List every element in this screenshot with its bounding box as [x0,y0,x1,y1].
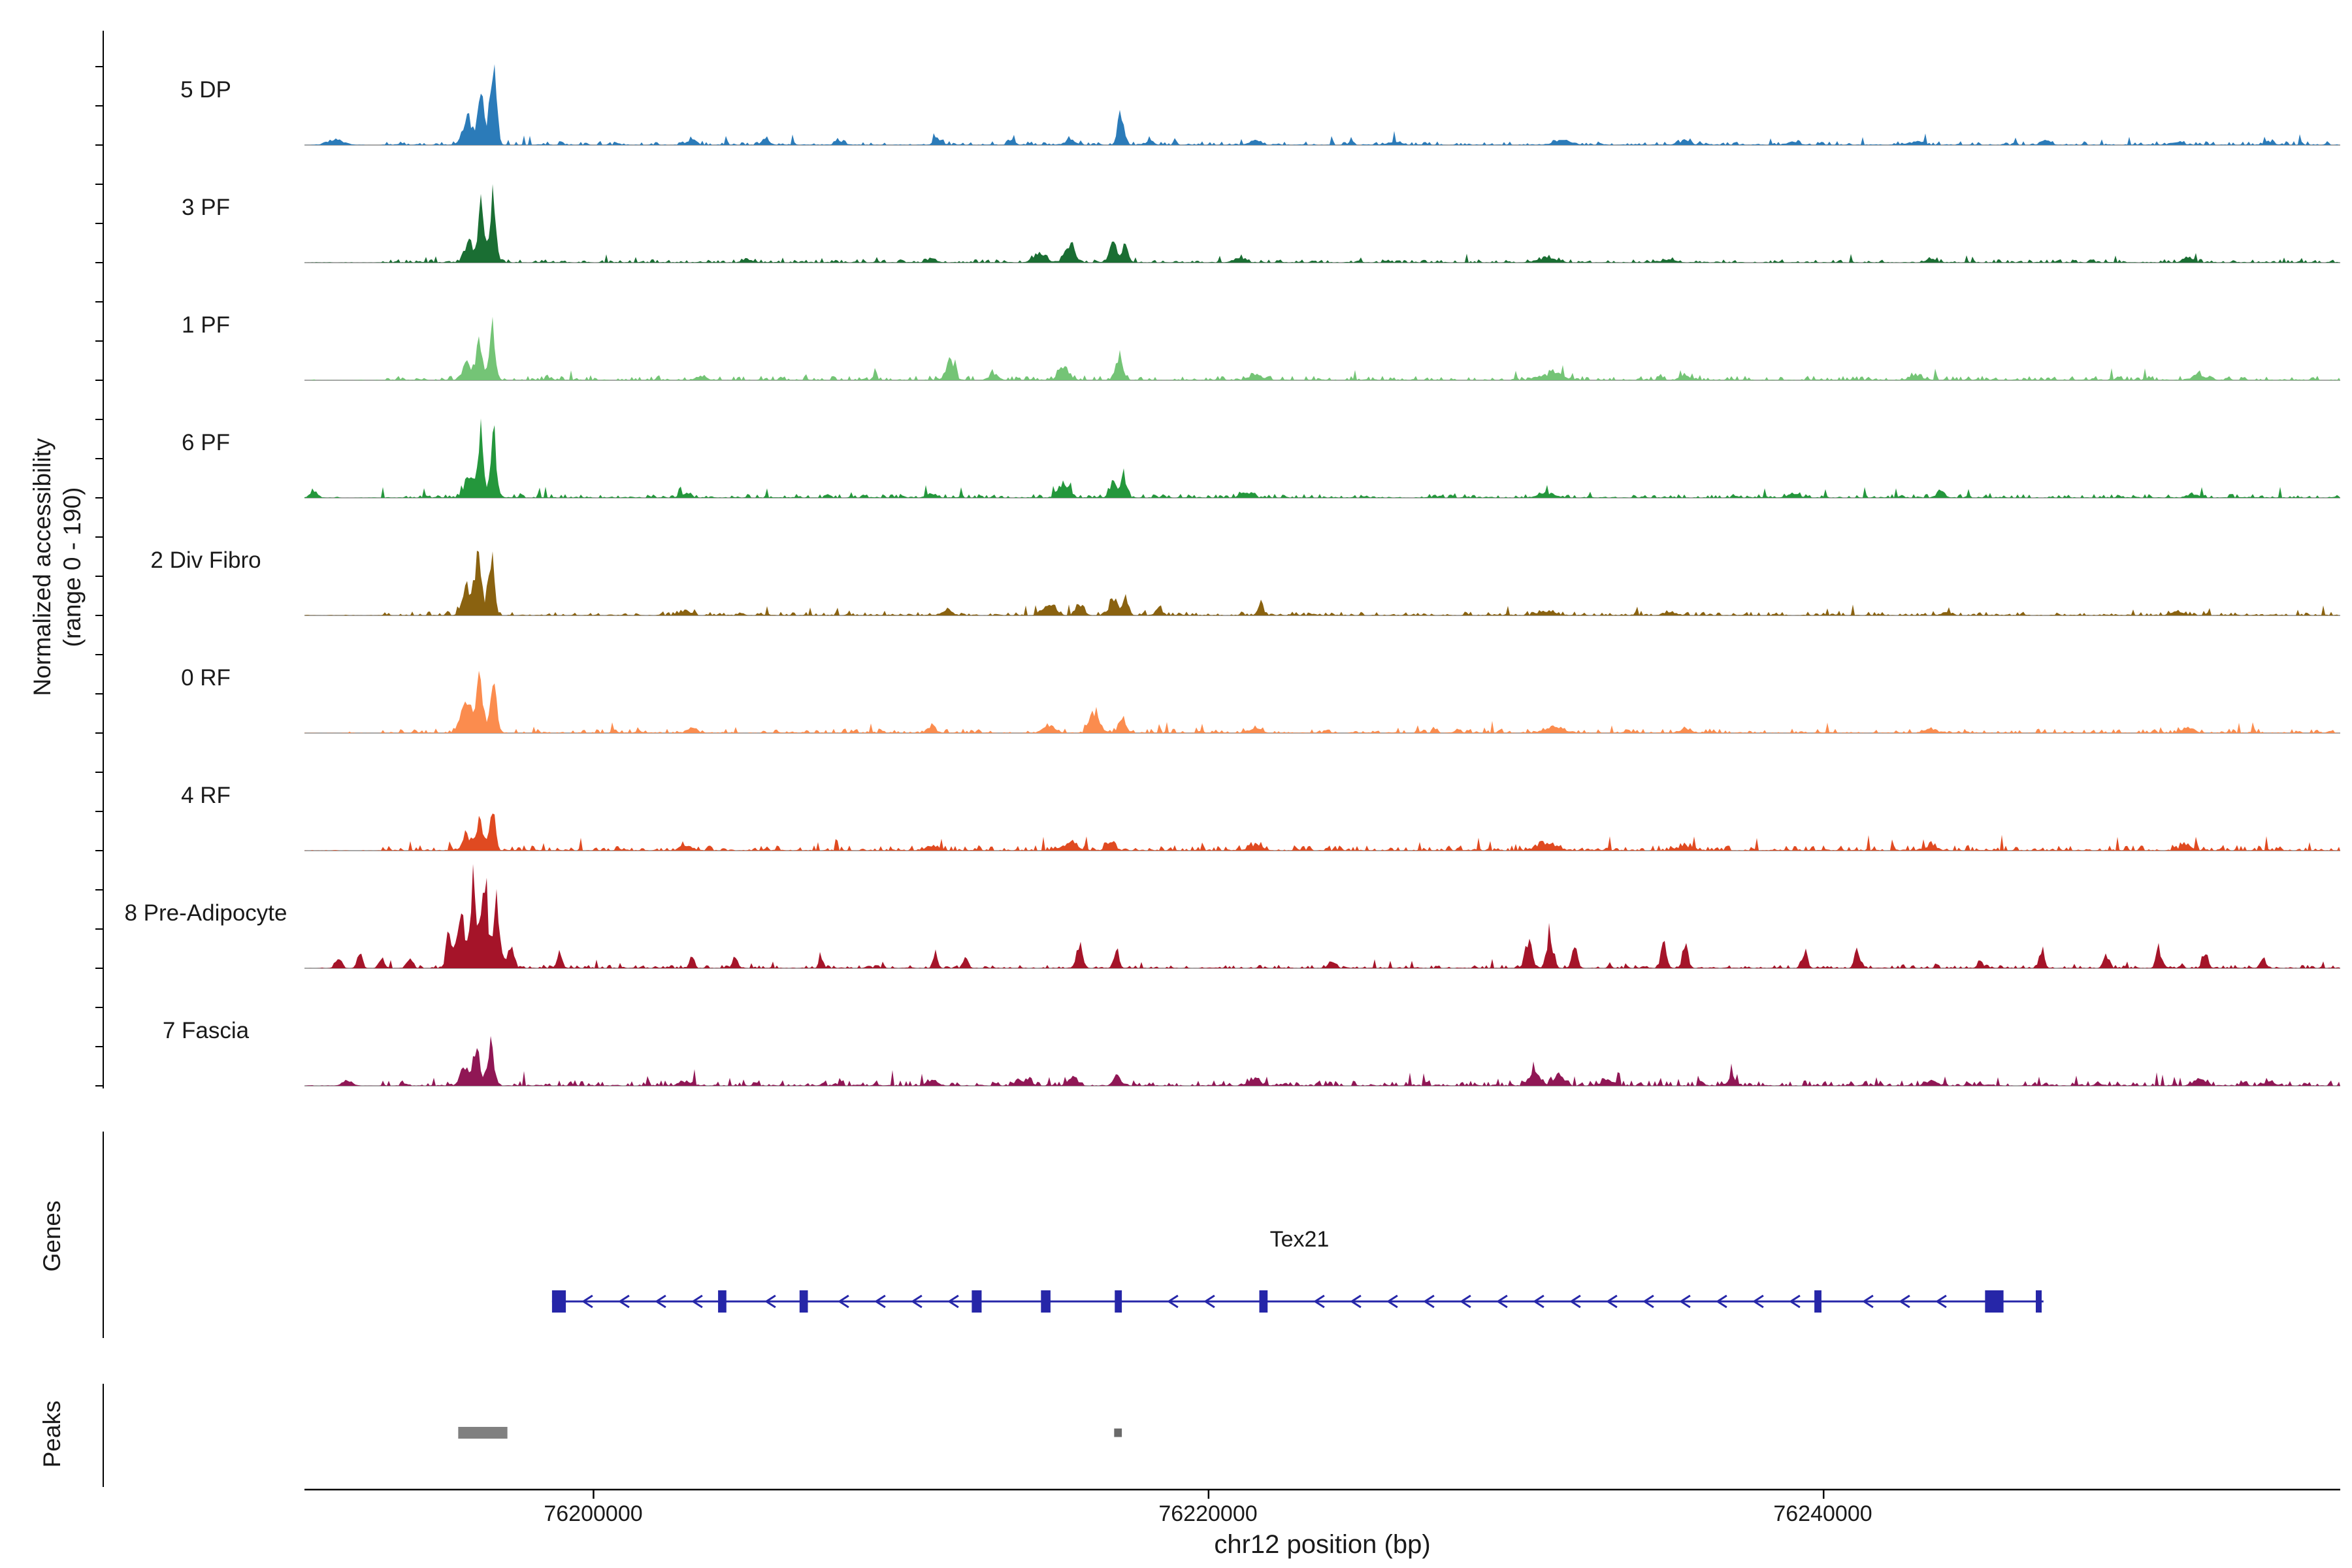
x-tick-76240000: 76240000 [1773,1501,1872,1526]
signal-track-4-rf [304,813,2340,851]
track-label-0-rf: 0 RF [181,665,231,691]
exon [1041,1290,1051,1313]
strand-arrow-left [911,1294,923,1309]
strand-arrow-left [1935,1294,1947,1309]
track-label-3-pf: 3 PF [182,195,230,220]
signal-track-7-fascia [304,1036,2340,1086]
exon [1115,1290,1122,1313]
signal-track-3-pf [304,184,2340,263]
track-label-2-div-fibro: 2 Div Fibro [150,547,261,573]
signal-track-0-rf [304,670,2340,734]
strand-arrow-left [1313,1294,1325,1309]
strand-arrow-left [1899,1294,1910,1309]
exon [718,1290,727,1313]
peak-region [458,1427,508,1439]
peak-region [1114,1428,1122,1437]
x-axis-title: chr12 position (bp) [1214,1530,1431,1559]
track-label-6-pf: 6 PF [182,430,230,455]
signal-track-8-pre-adipocyte [304,864,2340,969]
gene-name-tex21: Tex21 [1269,1227,1330,1252]
x-tick-76200000: 76200000 [544,1501,643,1526]
track-label-8-pre-adipocyte: 8 Pre-Adipocyte [124,900,287,926]
signal-track-2-div-fibro [304,550,2340,616]
y-axis-title: Normalized accessibility (range 0 - 190) [27,273,88,861]
signal-track-1-pf [304,316,2340,381]
x-axis [304,1488,2340,1499]
strand-arrow-left [1167,1294,1179,1309]
signal-track-6-pf [304,418,2340,498]
strand-arrow-left [1569,1294,1581,1309]
strand-arrow-left [1606,1294,1618,1309]
exon [972,1290,982,1313]
peaks-section-label: Peaks [39,1400,65,1468]
track-label-5-dp: 5 DP [180,77,231,103]
track-label-7-fascia: 7 Fascia [162,1018,250,1043]
strand-arrow-left [838,1294,849,1309]
strand-arrow-left [1679,1294,1691,1309]
strand-arrow-left [1789,1294,1801,1309]
y-axis-title-line1: Normalized accessibility [29,438,56,696]
track-label-1-pf: 1 PF [182,312,230,338]
strand-arrow-left [947,1294,959,1309]
strand-arrow-left [618,1294,630,1309]
strand-arrow-left [1862,1294,1874,1309]
exon [799,1290,808,1313]
exon [2036,1290,2042,1313]
strand-arrow-left [655,1294,666,1309]
strand-arrow-left [1752,1294,1764,1309]
strand-arrow-left [874,1294,886,1309]
strand-arrow-left [1423,1294,1435,1309]
exon [551,1290,566,1313]
strand-arrow-left [1460,1294,1471,1309]
exon [1259,1290,1268,1313]
x-tick-76220000: 76220000 [1158,1501,1258,1526]
signal-track-5-dp [304,64,2340,146]
track-label-4-rf: 4 RF [181,783,231,808]
strand-arrow-left [764,1294,776,1309]
exon [1985,1290,2004,1313]
strand-arrow-left [1533,1294,1544,1309]
strand-arrow-left [1716,1294,1727,1309]
exon [1814,1290,1821,1313]
y-axis-title-line2: (range 0 - 190) [59,487,86,647]
strand-arrow-left [1350,1294,1362,1309]
strand-arrow-left [1386,1294,1398,1309]
strand-arrow-left [581,1294,593,1309]
strand-arrow-left [691,1294,703,1309]
gene-track [551,1290,2044,1313]
peak-track [458,1427,1122,1439]
strand-arrow-left [1642,1294,1654,1309]
strand-arrow-left [1496,1294,1508,1309]
left-axes [95,31,104,1487]
strand-arrow-left [1203,1294,1215,1309]
